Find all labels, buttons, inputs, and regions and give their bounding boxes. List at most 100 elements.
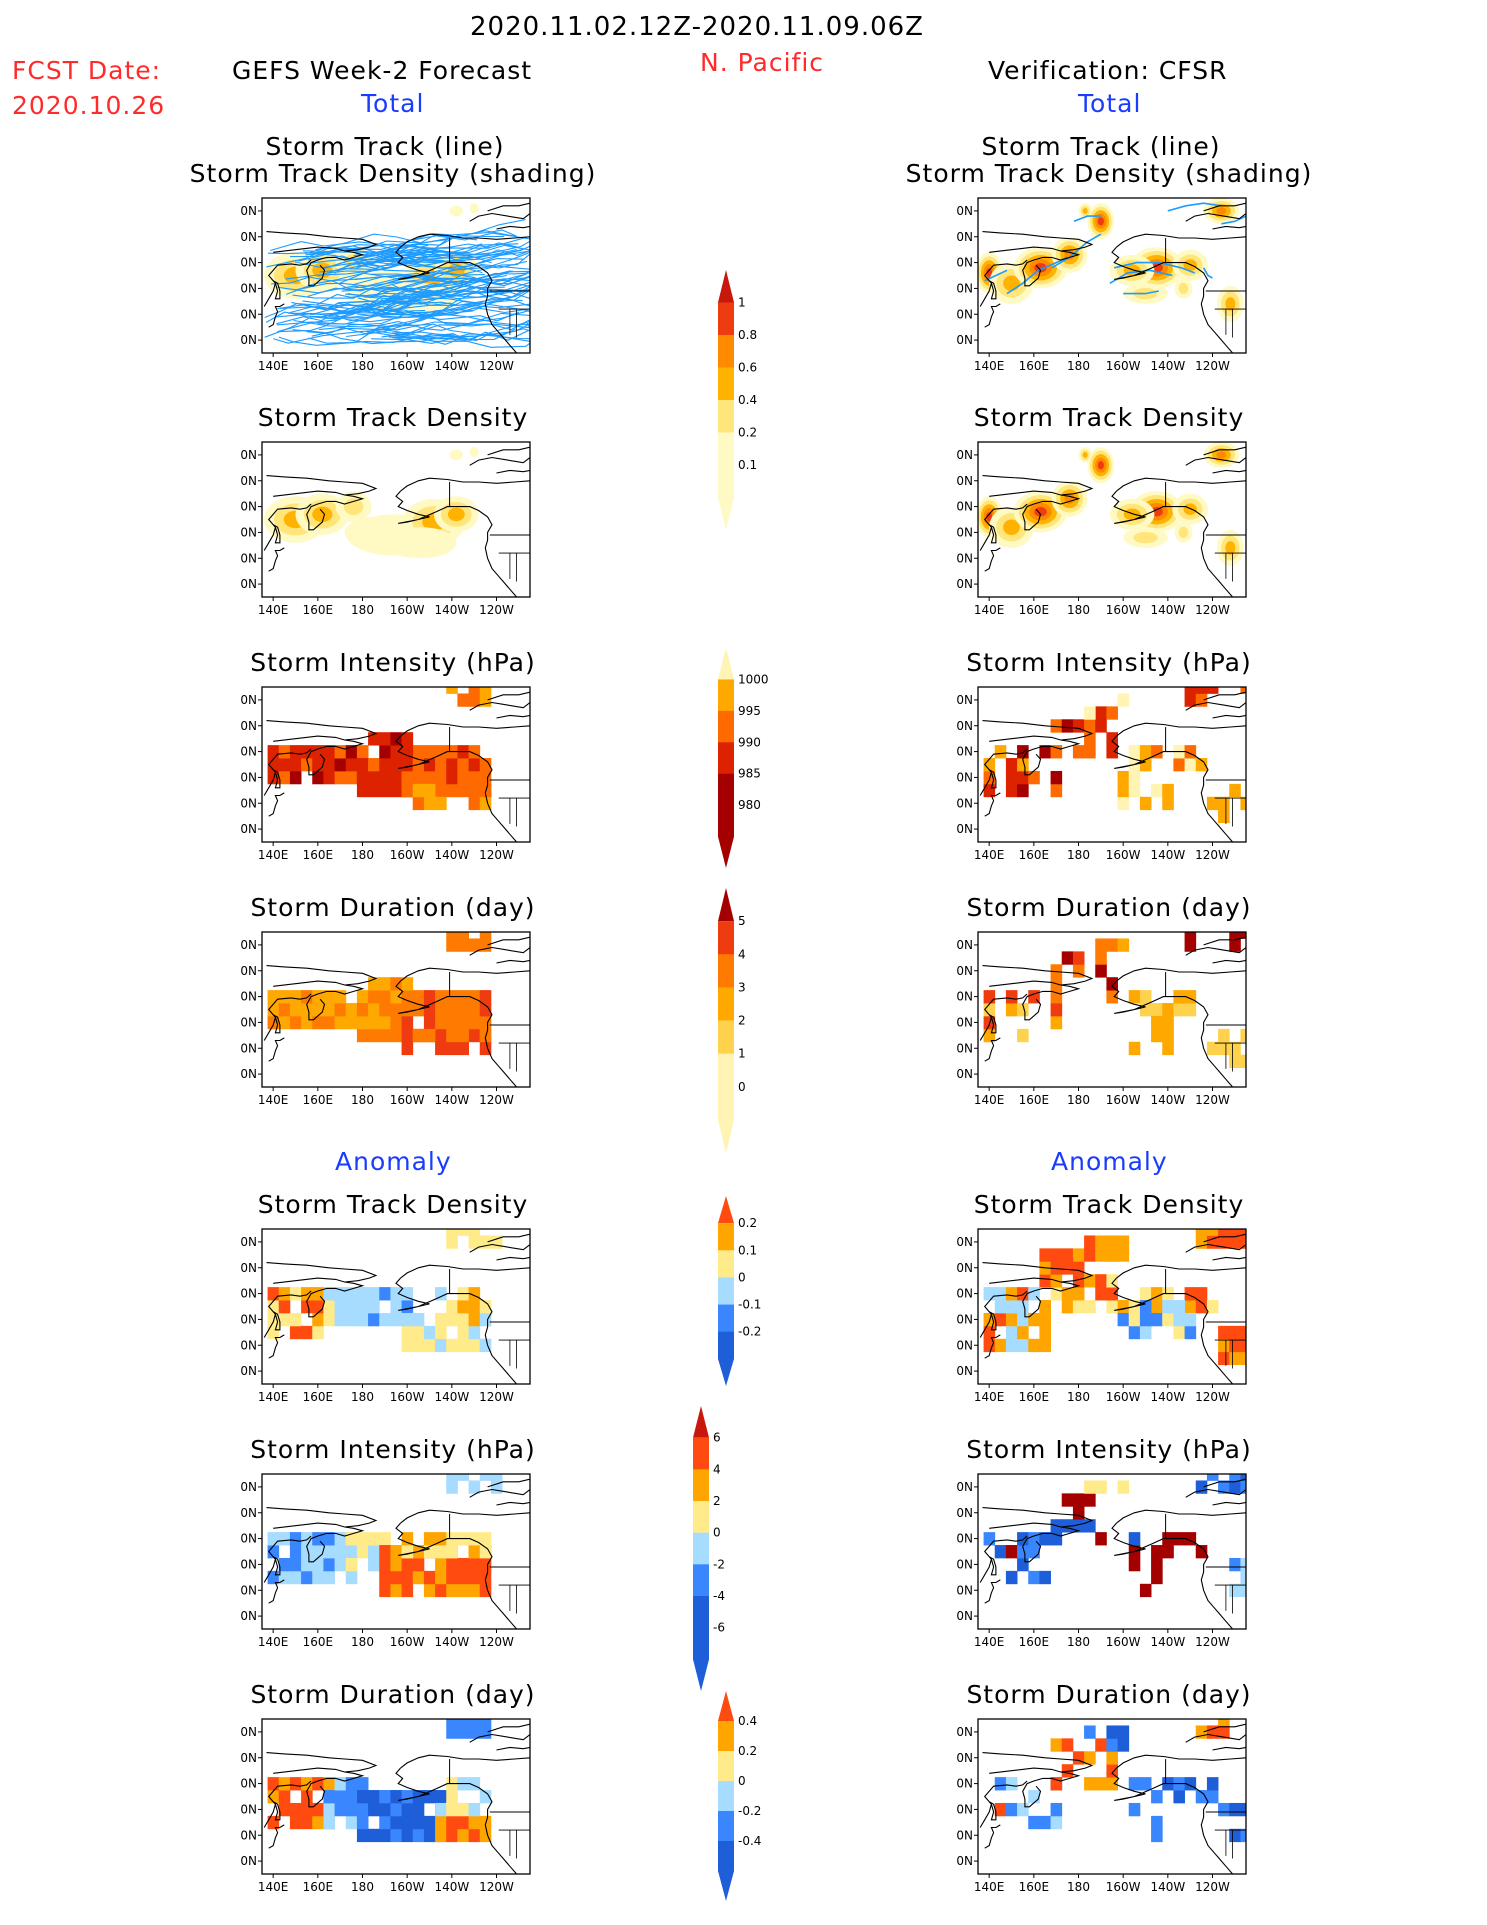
storm-track-line — [1051, 233, 1102, 269]
coast-segment — [263, 1535, 312, 1583]
x-tick-label: 120W — [1195, 848, 1230, 862]
grid-cell — [1106, 1300, 1118, 1314]
grid-cell — [1084, 1751, 1096, 1765]
grid-cell — [345, 1287, 358, 1301]
grid-cell — [468, 1338, 481, 1353]
grid-cell — [1128, 1777, 1141, 1791]
grid-cell — [435, 1041, 447, 1056]
coast-segment — [306, 1771, 365, 1808]
colorbar-segment — [693, 1469, 709, 1502]
grid-cell — [412, 796, 425, 811]
grid-cell — [412, 1815, 425, 1830]
grid-cell — [435, 1802, 447, 1817]
coast-segment — [1203, 1478, 1246, 1488]
density-contour — [1183, 259, 1197, 271]
grid-cell — [435, 1828, 447, 1843]
grid-cell — [379, 1557, 391, 1572]
coast-segment — [395, 980, 518, 1087]
grid-cell — [1195, 693, 1208, 707]
coast-segment — [306, 250, 365, 287]
grid-cell — [1039, 1312, 1051, 1327]
colorbar-arrow-bottom — [718, 1119, 734, 1153]
grid-cell — [1240, 1229, 1246, 1236]
coast-segment — [1116, 722, 1246, 737]
colorbar-segment — [693, 1437, 709, 1470]
storm-track-line — [388, 287, 530, 315]
grid-cell — [1005, 1802, 1018, 1817]
coast-segment — [263, 1780, 312, 1828]
grid-cell — [301, 1790, 313, 1804]
grid-cell — [1229, 1235, 1241, 1249]
storm-track-line — [292, 287, 530, 300]
grid-cell — [1240, 1325, 1246, 1340]
grid-cell — [1206, 1777, 1219, 1791]
y-tick-label: 40N — [956, 1338, 973, 1352]
grid-cell — [368, 1028, 380, 1043]
coast-segment — [469, 212, 530, 222]
plot-area — [263, 687, 530, 842]
storm-tracks-fcst — [264, 219, 530, 350]
grid-cell — [1017, 783, 1029, 798]
obs-track-map: 140E 160E 180 160W 140W 120W 80N 70N 60N 50N 40N 30… — [956, 197, 1247, 373]
x-tick-label: 160W — [1106, 359, 1141, 373]
grid-cell — [301, 1545, 313, 1559]
grid-cell — [312, 1312, 324, 1327]
grid-cell — [267, 1300, 280, 1314]
grid-cell — [1050, 1802, 1063, 1817]
density-contour — [384, 527, 457, 559]
grid-cell — [435, 1583, 447, 1598]
grid-cell — [1106, 732, 1118, 746]
grid-cell — [435, 1338, 447, 1353]
coast-segment — [1185, 946, 1246, 956]
density-contour — [1183, 503, 1197, 515]
obs-duration-map: 140E 160E 180 160W 140W 120W 80N 70N 60N 50N 40N 30… — [956, 931, 1247, 1107]
grid-cell — [457, 1041, 469, 1056]
grid-cell — [1106, 1764, 1118, 1778]
coast-segment — [263, 993, 312, 1041]
y-tick-label: 60N — [956, 1532, 973, 1546]
grid-cell — [1240, 1570, 1246, 1585]
grid-cell — [983, 783, 996, 798]
grid-cell — [446, 687, 458, 694]
colorbar-arrow-top — [718, 270, 734, 303]
colorbar-label: 0.2 — [738, 1744, 757, 1758]
coast-segment — [1203, 1723, 1246, 1733]
grid-cell — [1050, 719, 1063, 733]
grid-cell — [446, 1474, 458, 1481]
y-tick-label: 50N — [956, 281, 973, 295]
grid-cell — [1095, 1287, 1107, 1301]
grid-cell — [1028, 1545, 1040, 1559]
coast-segment — [982, 1262, 1094, 1284]
grid-cell — [412, 1557, 425, 1572]
grid-cell — [479, 1545, 492, 1559]
grid-cell — [1095, 1480, 1107, 1494]
map-frame — [261, 1473, 531, 1630]
map-frame — [261, 197, 531, 354]
grid-cell — [1218, 1802, 1230, 1817]
x-tick-label: 140E — [974, 848, 1005, 862]
grid-cell — [1229, 1802, 1241, 1817]
grid-cell — [479, 1312, 492, 1327]
y-tick-label: 60N — [240, 1532, 257, 1546]
coast-segment — [1116, 477, 1246, 492]
fcst-duration-map: 140E 160E 180 160W 140W 120W 80N 70N 60N 50N 40N 30… — [240, 931, 531, 1107]
colorbar-segment — [718, 400, 734, 433]
grid-cell — [468, 1828, 481, 1843]
grid-cell — [1005, 783, 1018, 798]
grid-cell — [468, 1545, 481, 1559]
grid-cell — [289, 1815, 302, 1830]
grid-cell — [983, 1338, 996, 1353]
x-tick-label: 120W — [479, 1880, 514, 1894]
grid-cell — [479, 758, 492, 772]
coast-segment — [988, 1014, 997, 1034]
colorbar-label: -0.2 — [738, 1325, 761, 1339]
grid-cell — [301, 745, 313, 759]
coast-segment — [1116, 1264, 1246, 1279]
coast-segment — [400, 1264, 530, 1279]
grid-cell — [379, 1015, 391, 1030]
grid-cell — [368, 1790, 380, 1804]
coast-segment — [266, 1507, 378, 1529]
grid-cell — [423, 783, 436, 798]
map-frame — [977, 931, 1247, 1088]
grid-cell — [267, 745, 280, 759]
